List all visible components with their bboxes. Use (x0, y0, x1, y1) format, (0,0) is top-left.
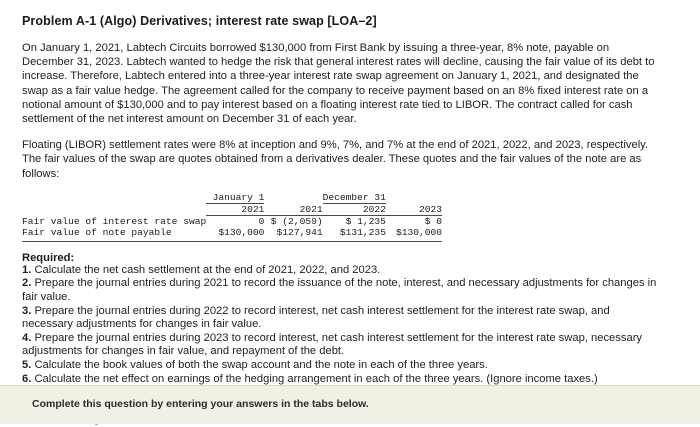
year-header-0: 2021 (206, 203, 265, 216)
row-label-note: Fair value of note payable (22, 227, 172, 239)
row-note-value-1: $127,941 (276, 227, 323, 239)
table-corner-cell (22, 192, 206, 204)
table-row: Fair value of note payable $130,000 $127… (22, 227, 442, 241)
required-item-2: 2. Prepare the journal entries during 20… (22, 277, 662, 304)
required-item-6-text: Calculate the net effect on earnings of … (34, 372, 598, 385)
required-item-1-number: 1. (22, 263, 32, 276)
problem-paragraph-2: Floating (LIBOR) settlement rates were 8… (22, 139, 649, 180)
group-header-spacer-2 (386, 192, 442, 204)
table-group-header-row: January 1 December 31 (22, 191, 442, 204)
year-header-3: 2023 (385, 203, 442, 216)
row-swap-value-3: $ 0 (424, 215, 442, 227)
required-item-5-number: 5. (22, 358, 32, 371)
row-note-value-3: $130,000 (395, 227, 442, 239)
required-item-4-number: 4. (22, 331, 32, 344)
group-header-january: January 1 (206, 191, 265, 204)
table-year-header-row: 2021 2021 2022 2023 (22, 203, 442, 216)
row-swap-value-0: 0 (258, 215, 265, 227)
required-item-1-text: Calculate the net cash settlement at the… (34, 263, 381, 276)
required-item-2-number: 2. (22, 277, 32, 290)
row-swap-value-1: $ (2,059) (270, 215, 323, 227)
problem-paragraph-1: On January 1, 2021, Labtech Circuits bor… (22, 42, 655, 126)
required-item-5: 5. Calculate the book values of both the… (22, 359, 662, 373)
answer-tabs-banner: Complete this question by entering your … (0, 385, 700, 424)
required-item-5-text: Calculate the book values of both the sw… (34, 358, 488, 371)
row-note-value-2: $131,235 (339, 227, 386, 239)
required-item-3-text: Prepare the journal entries during 2022 … (22, 304, 610, 331)
year-header-1: 2021 (264, 203, 323, 216)
required-item-1: 1. Calculate the net cash settlement at … (22, 264, 662, 278)
required-item-6: 6. Calculate the net effect on earnings … (22, 373, 662, 387)
fair-value-table: January 1 December 31 2021 2021 2022 202… (22, 191, 442, 242)
required-item-4-text: Prepare the journal entries during 2023 … (22, 331, 643, 358)
required-heading: Required: (22, 251, 75, 264)
required-item-2-text: Prepare the journal entries during 2021 … (22, 277, 657, 304)
row-label-swap: Fair value of interest rate swap (22, 215, 207, 227)
row-note-value-0: $130,000 (218, 227, 265, 239)
group-header-spacer (264, 192, 322, 204)
year-header-2: 2022 (322, 203, 386, 216)
required-item-4: 4. Prepare the journal entries during 20… (22, 332, 662, 359)
row-swap-value-2: $ 1,235 (345, 215, 386, 227)
required-item-6-number: 6. (22, 372, 32, 385)
required-item-3-number: 3. (22, 304, 32, 317)
answer-tabs-message: Complete this question by entering your … (32, 398, 369, 410)
page-title: Problem A-1 (Algo) Derivatives; interest… (22, 14, 377, 28)
group-header-december: December 31 (322, 191, 386, 204)
table-row: Fair value of interest rate swap 0 $ (2,… (22, 215, 442, 227)
table-bottom-rule (22, 240, 442, 242)
required-item-3: 3. Prepare the journal entries during 20… (22, 305, 662, 332)
table-year-label-cell (22, 203, 206, 215)
